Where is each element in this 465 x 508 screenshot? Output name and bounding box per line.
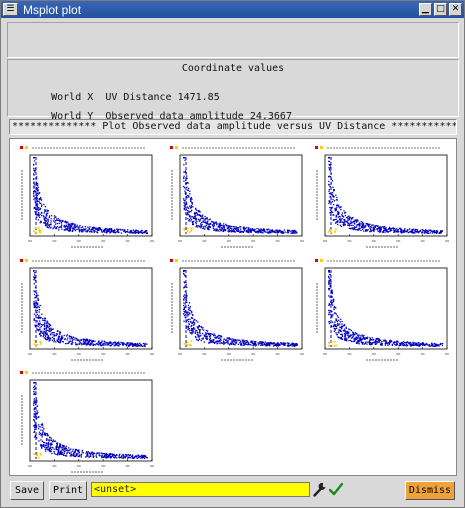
minimize-icon[interactable]: ▁ bbox=[419, 3, 432, 16]
wrench-icon[interactable] bbox=[313, 482, 327, 497]
coordinate-panel: Coordinate values World X UV Distance 14… bbox=[7, 59, 459, 122]
world-y-value: Observed data amplitude 24.3667 bbox=[105, 111, 292, 122]
subplot-5[interactable] bbox=[168, 258, 306, 362]
world-x-label: World X bbox=[51, 92, 94, 103]
subplot-points bbox=[183, 270, 298, 347]
coordinate-title: Coordinate values bbox=[181, 63, 285, 74]
world-x-value: UV Distance 1471.85 bbox=[105, 92, 220, 103]
save-button[interactable]: Save bbox=[10, 481, 44, 500]
subplot-3[interactable] bbox=[313, 145, 451, 249]
title-bar[interactable]: ☰ Msplot plot ▁ □ ✕ bbox=[1, 1, 464, 18]
checkmark-icon[interactable] bbox=[328, 482, 344, 497]
subplot-7[interactable] bbox=[18, 370, 156, 474]
close-icon[interactable]: ✕ bbox=[449, 3, 462, 16]
world-y-row: World Y Observed data amplitude 24.3667 bbox=[15, 100, 292, 133]
print-button[interactable]: Print bbox=[49, 481, 87, 500]
plot-canvas[interactable] bbox=[9, 138, 457, 476]
subplot-1[interactable] bbox=[18, 145, 156, 249]
subplot-6[interactable] bbox=[313, 258, 451, 362]
maximize-icon[interactable]: □ bbox=[434, 3, 447, 16]
window-menu-icon[interactable]: ☰ bbox=[3, 3, 18, 16]
subplot-points bbox=[328, 270, 444, 347]
dismiss-button[interactable]: Dismiss bbox=[405, 481, 455, 500]
subplot-2[interactable] bbox=[168, 145, 306, 249]
subplot-points bbox=[33, 157, 148, 235]
window-title: Msplot plot bbox=[23, 2, 82, 17]
bottom-toolbar: Save Print <unset> Dismiss bbox=[1, 478, 464, 506]
subplot-points bbox=[183, 157, 298, 234]
subplot-points bbox=[33, 270, 148, 348]
subplot-points bbox=[33, 382, 148, 460]
subplot-4[interactable] bbox=[18, 258, 156, 362]
empty-panel bbox=[7, 22, 459, 58]
subplot-points bbox=[328, 157, 444, 234]
world-x-row: World X UV Distance 1471.85 bbox=[15, 81, 220, 114]
command-field[interactable]: <unset> bbox=[91, 482, 310, 497]
world-y-label: World Y bbox=[51, 111, 94, 122]
plot-banner: ************** Plot Observed data amplit… bbox=[9, 119, 457, 135]
